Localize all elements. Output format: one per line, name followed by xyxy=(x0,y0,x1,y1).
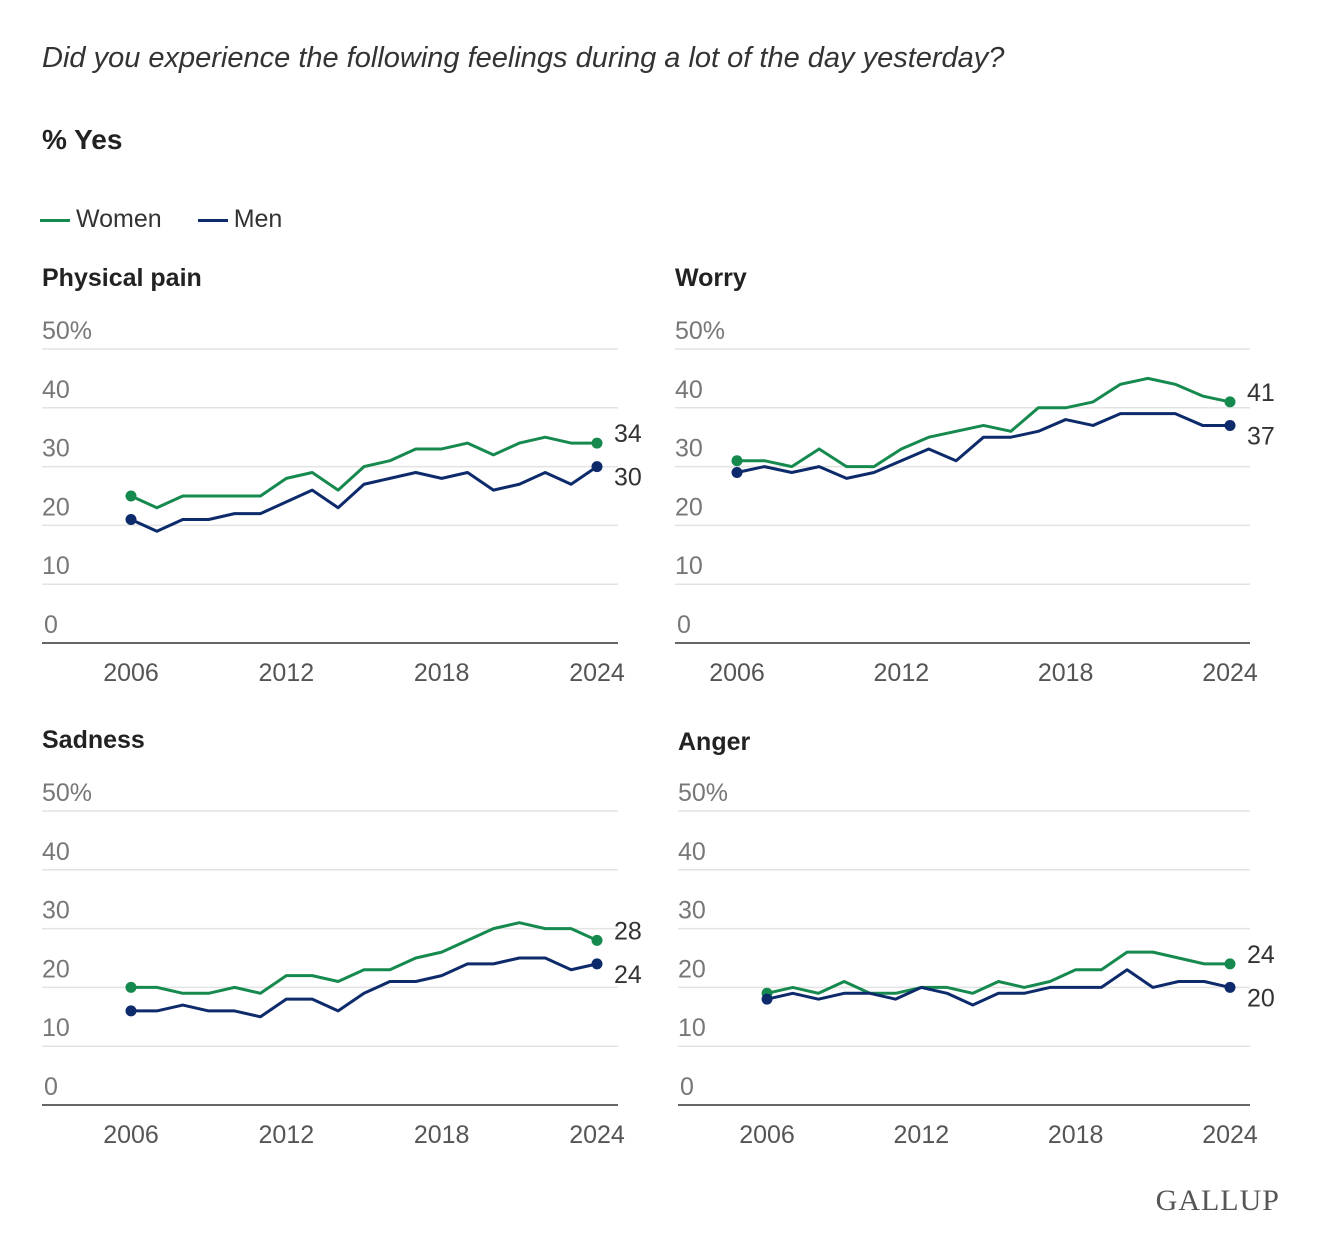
start-point-women xyxy=(731,455,743,467)
series-line-men xyxy=(130,465,598,533)
end-label-men: 37 xyxy=(1247,422,1275,450)
y-tick-label: 40 xyxy=(675,376,703,404)
x-tick-label: 2012 xyxy=(894,1121,950,1149)
y-tick-label: 20 xyxy=(42,493,70,521)
question-title: Did you experience the following feeling… xyxy=(42,42,1005,74)
x-tick-label: 2024 xyxy=(569,659,625,687)
x-tick-label: 2018 xyxy=(414,1121,470,1149)
end-point-men xyxy=(1224,419,1236,431)
series-line-women xyxy=(766,950,1230,995)
y-tick-label: 0 xyxy=(677,611,691,639)
x-tick-label: 2006 xyxy=(103,659,159,687)
y-tick-label: 10 xyxy=(42,1014,70,1042)
y-tick-label: 40 xyxy=(678,838,706,866)
x-tick-label: 2006 xyxy=(103,1121,159,1149)
legend-women: Women xyxy=(40,205,162,234)
start-point-women xyxy=(125,490,137,502)
x-tick-label: 2018 xyxy=(414,659,470,687)
series-line-men xyxy=(131,956,598,1019)
x-tick-label: 2024 xyxy=(569,1121,625,1149)
series-line-men xyxy=(736,412,1230,480)
y-tick-label: 0 xyxy=(44,611,58,639)
x-tick-label: 2024 xyxy=(1202,659,1258,687)
x-tick-label: 2012 xyxy=(259,659,315,687)
start-point-men xyxy=(731,466,743,478)
start-point-men xyxy=(125,1005,137,1017)
x-tick-label: 2006 xyxy=(739,1121,795,1149)
y-tick-label: 0 xyxy=(44,1073,58,1101)
y-tick-label: 30 xyxy=(42,435,70,463)
end-label-women: 24 xyxy=(1247,941,1275,969)
legend-men: Men xyxy=(197,205,283,234)
gallup-logo: GALLUP xyxy=(1155,1184,1280,1217)
y-tick-label: 50% xyxy=(675,317,725,345)
x-tick-label: 2018 xyxy=(1038,659,1094,687)
y-tick-label: 30 xyxy=(675,435,703,463)
x-tick-label: 2024 xyxy=(1202,1121,1258,1149)
series-line-women xyxy=(737,376,1231,469)
end-point-men xyxy=(1224,981,1236,993)
series-line-men xyxy=(766,968,1231,1007)
y-tick-label: 30 xyxy=(42,897,70,925)
start-point-men xyxy=(125,514,137,526)
end-point-men xyxy=(591,958,603,970)
panel-title: Sadness xyxy=(42,726,145,754)
y-tick-label: 40 xyxy=(42,838,70,866)
end-label-women: 34 xyxy=(614,420,642,448)
y-tick-label: 10 xyxy=(678,1014,706,1042)
subtitle: % Yes xyxy=(42,124,123,155)
x-tick-label: 2012 xyxy=(259,1121,315,1149)
y-tick-label: 0 xyxy=(680,1073,694,1101)
y-tick-label: 20 xyxy=(678,955,706,983)
y-tick-label: 50% xyxy=(42,779,92,807)
start-point-men xyxy=(761,993,773,1005)
y-tick-label: 50% xyxy=(678,779,728,807)
end-point-men xyxy=(591,461,603,473)
x-tick-label: 2006 xyxy=(709,659,765,687)
end-label-men: 20 xyxy=(1247,984,1275,1012)
y-tick-label: 30 xyxy=(678,897,706,925)
legend-women-swatch xyxy=(40,218,70,222)
legend-men-swatch xyxy=(197,218,228,222)
end-point-women xyxy=(1224,396,1236,408)
end-point-women xyxy=(591,934,603,946)
y-tick-label: 20 xyxy=(42,955,70,983)
panel-title: Anger xyxy=(678,728,751,756)
end-label-men: 24 xyxy=(614,961,642,989)
y-tick-label: 40 xyxy=(42,376,70,404)
x-tick-label: 2018 xyxy=(1048,1121,1104,1149)
end-label-women: 41 xyxy=(1247,379,1275,407)
y-tick-label: 50% xyxy=(42,317,92,345)
y-tick-label: 20 xyxy=(675,493,703,521)
end-label-women: 28 xyxy=(614,917,642,945)
series-line-women xyxy=(130,435,597,510)
legend: Women Men xyxy=(40,205,282,234)
panel-title: Physical pain xyxy=(42,264,202,292)
end-label-men: 30 xyxy=(614,464,642,492)
y-tick-label: 10 xyxy=(675,552,703,580)
series-line-women xyxy=(131,921,598,995)
end-point-women xyxy=(591,437,603,449)
panel-title: Worry xyxy=(675,264,747,292)
legend-women-label: Women xyxy=(76,205,162,233)
end-point-women xyxy=(1224,958,1236,970)
x-tick-label: 2012 xyxy=(874,659,930,687)
y-tick-label: 10 xyxy=(42,552,70,580)
legend-men-label: Men xyxy=(233,205,283,233)
start-point-women xyxy=(125,981,137,993)
